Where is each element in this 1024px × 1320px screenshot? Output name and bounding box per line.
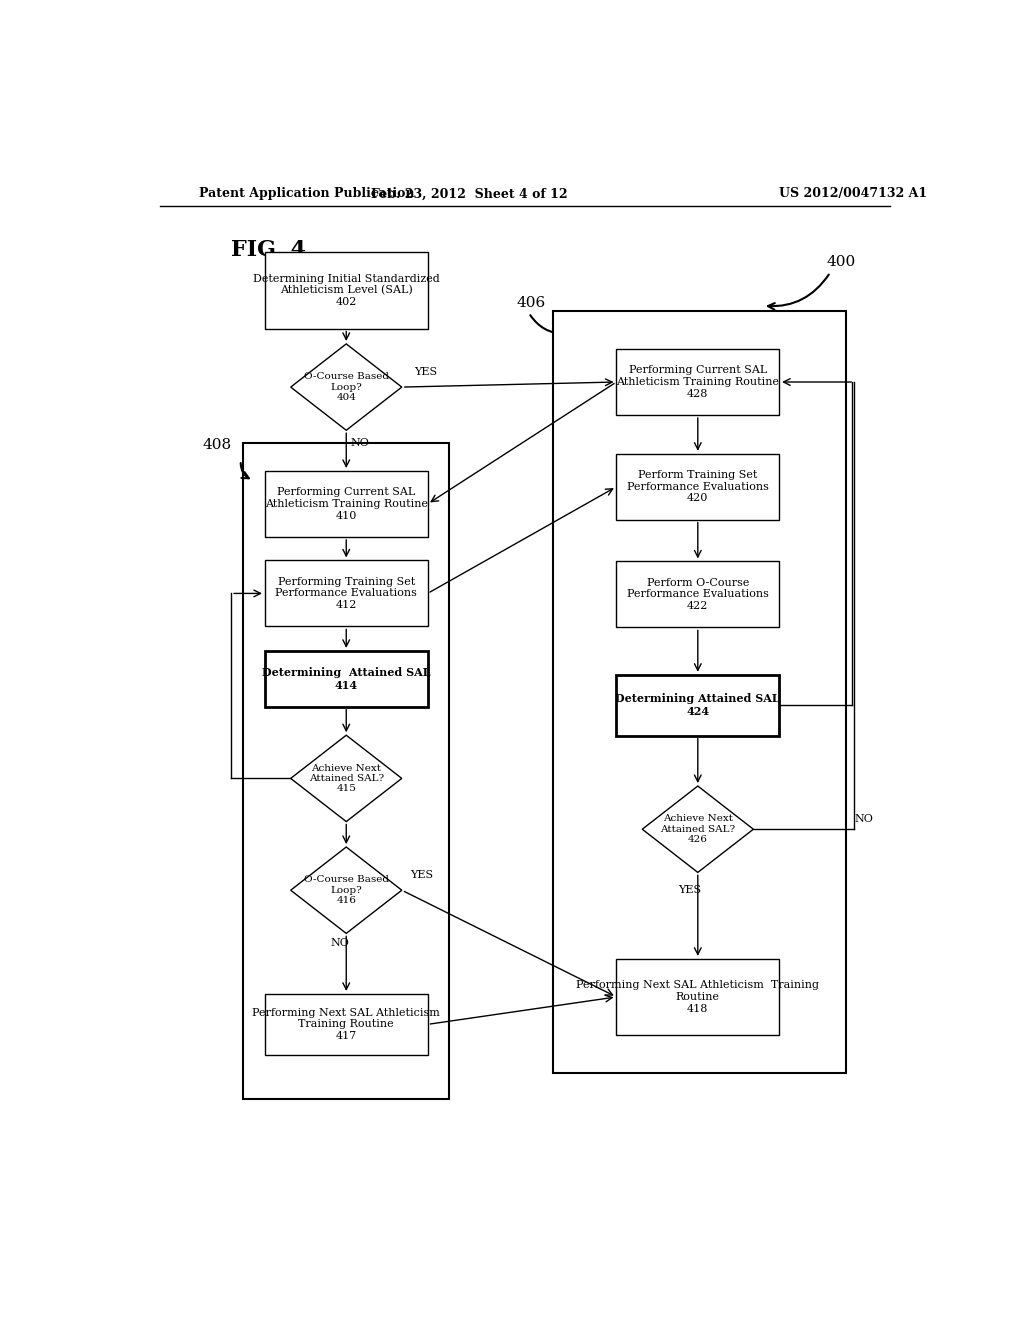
Text: Performing Next SAL Athleticism  Training
Routine
418: Performing Next SAL Athleticism Training… <box>577 981 819 1014</box>
Text: FIG. 4: FIG. 4 <box>231 239 306 261</box>
Polygon shape <box>291 847 401 933</box>
Bar <box>243 444 450 1098</box>
Text: Performing Training Set
Performance Evaluations
412: Performing Training Set Performance Eval… <box>275 577 417 610</box>
Text: 408: 408 <box>202 438 231 451</box>
FancyArrowPatch shape <box>768 275 828 310</box>
Text: NO: NO <box>855 814 873 824</box>
Text: Determining Attained SAL
424: Determining Attained SAL 424 <box>615 693 780 717</box>
Text: 406: 406 <box>517 296 546 310</box>
Bar <box>553 312 846 1073</box>
FancyArrowPatch shape <box>241 463 249 478</box>
Bar <box>616 675 779 735</box>
Text: Feb. 23, 2012  Sheet 4 of 12: Feb. 23, 2012 Sheet 4 of 12 <box>371 187 567 201</box>
Bar <box>616 348 779 414</box>
Text: Achieve Next
Attained SAL?
426: Achieve Next Attained SAL? 426 <box>660 814 735 843</box>
Bar <box>616 561 779 627</box>
Text: Determining Initial Standardized
Athleticism Level (SAL)
402: Determining Initial Standardized Athleti… <box>253 273 439 308</box>
Text: Patent Application Publication: Patent Application Publication <box>200 187 415 201</box>
Bar <box>265 471 428 537</box>
Bar <box>616 454 779 520</box>
Text: Performing Current SAL
Athleticism Training Routine
410: Performing Current SAL Athleticism Train… <box>265 487 428 520</box>
Text: Achieve Next
Attained SAL?
415: Achieve Next Attained SAL? 415 <box>308 763 384 793</box>
Bar <box>265 651 428 706</box>
Text: YES: YES <box>414 367 437 378</box>
Text: YES: YES <box>410 870 433 880</box>
Text: YES: YES <box>678 884 701 895</box>
Polygon shape <box>291 735 401 821</box>
Text: 400: 400 <box>826 255 856 269</box>
Bar <box>265 994 428 1055</box>
Polygon shape <box>642 785 754 873</box>
Text: Perform O-Course
Performance Evaluations
422: Perform O-Course Performance Evaluations… <box>627 578 769 611</box>
Text: US 2012/0047132 A1: US 2012/0047132 A1 <box>778 187 927 201</box>
Bar <box>265 252 428 329</box>
FancyArrowPatch shape <box>530 315 563 337</box>
Text: O-Course Based
Loop?
404: O-Course Based Loop? 404 <box>304 372 389 403</box>
Text: Perform Training Set
Performance Evaluations
420: Perform Training Set Performance Evaluat… <box>627 470 769 503</box>
Text: NO: NO <box>331 939 349 949</box>
Text: Determining  Attained SAL
414: Determining Attained SAL 414 <box>262 667 430 690</box>
Text: O-Course Based
Loop?
416: O-Course Based Loop? 416 <box>304 875 389 906</box>
Polygon shape <box>291 345 401 430</box>
Text: Performing Next SAL Athleticism
Training Routine
417: Performing Next SAL Athleticism Training… <box>252 1007 440 1041</box>
Bar <box>616 958 779 1035</box>
Bar <box>265 561 428 627</box>
Text: Performing Current SAL
Athleticism Training Routine
428: Performing Current SAL Athleticism Train… <box>616 366 779 399</box>
Text: NO: NO <box>350 438 369 449</box>
